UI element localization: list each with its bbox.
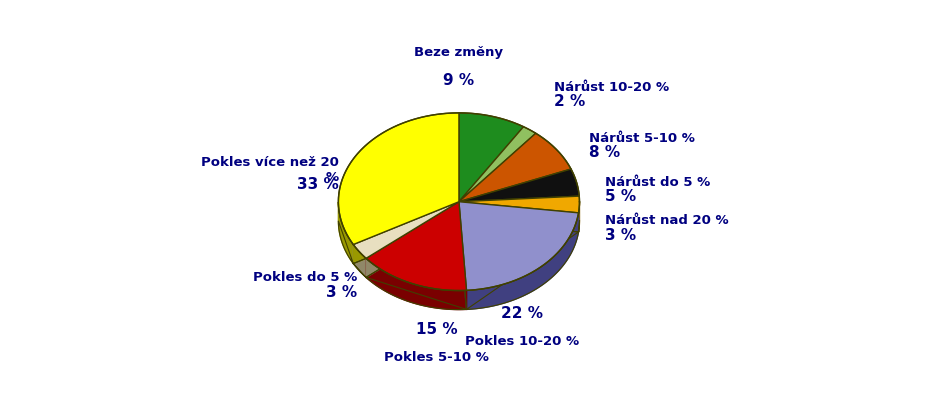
Polygon shape: [578, 202, 579, 232]
Polygon shape: [459, 202, 466, 309]
Text: 9 %: 9 %: [443, 73, 474, 88]
Polygon shape: [365, 258, 466, 309]
Text: Nárůst 5-10 %: Nárůst 5-10 %: [588, 132, 694, 145]
Polygon shape: [365, 202, 466, 290]
Text: Nárůst do 5 %: Nárůst do 5 %: [604, 176, 709, 189]
Text: 33 %: 33 %: [296, 177, 338, 192]
Text: Pokles do 5 %: Pokles do 5 %: [253, 272, 357, 284]
Polygon shape: [459, 196, 579, 213]
Polygon shape: [365, 202, 459, 277]
Polygon shape: [353, 244, 365, 277]
Polygon shape: [459, 113, 523, 202]
Polygon shape: [365, 202, 459, 277]
Polygon shape: [459, 202, 578, 290]
Text: Pokles 10-20 %: Pokles 10-20 %: [464, 335, 579, 348]
Polygon shape: [353, 202, 459, 264]
Polygon shape: [459, 127, 535, 202]
Polygon shape: [338, 113, 459, 244]
Polygon shape: [353, 202, 459, 258]
Polygon shape: [459, 202, 466, 309]
Polygon shape: [459, 169, 579, 202]
Text: 2 %: 2 %: [553, 94, 584, 109]
Text: Pokles více než 20
%: Pokles více než 20 %: [200, 156, 338, 184]
Text: 8 %: 8 %: [588, 145, 619, 160]
Text: Nárůst nad 20 %: Nárůst nad 20 %: [604, 214, 728, 227]
Text: 22 %: 22 %: [501, 306, 543, 321]
Text: 3 %: 3 %: [326, 285, 357, 300]
Text: 5 %: 5 %: [604, 190, 635, 204]
Polygon shape: [459, 202, 578, 232]
Text: Beze změny: Beze změny: [414, 46, 503, 59]
Polygon shape: [466, 213, 578, 309]
Text: Nárůst 10-20 %: Nárůst 10-20 %: [553, 81, 668, 94]
Polygon shape: [338, 202, 353, 264]
Polygon shape: [459, 133, 570, 202]
Text: 15 %: 15 %: [415, 321, 457, 337]
Text: Pokles 5-10 %: Pokles 5-10 %: [384, 351, 489, 364]
Polygon shape: [459, 202, 578, 232]
Text: 3 %: 3 %: [604, 227, 635, 243]
Polygon shape: [353, 202, 459, 264]
